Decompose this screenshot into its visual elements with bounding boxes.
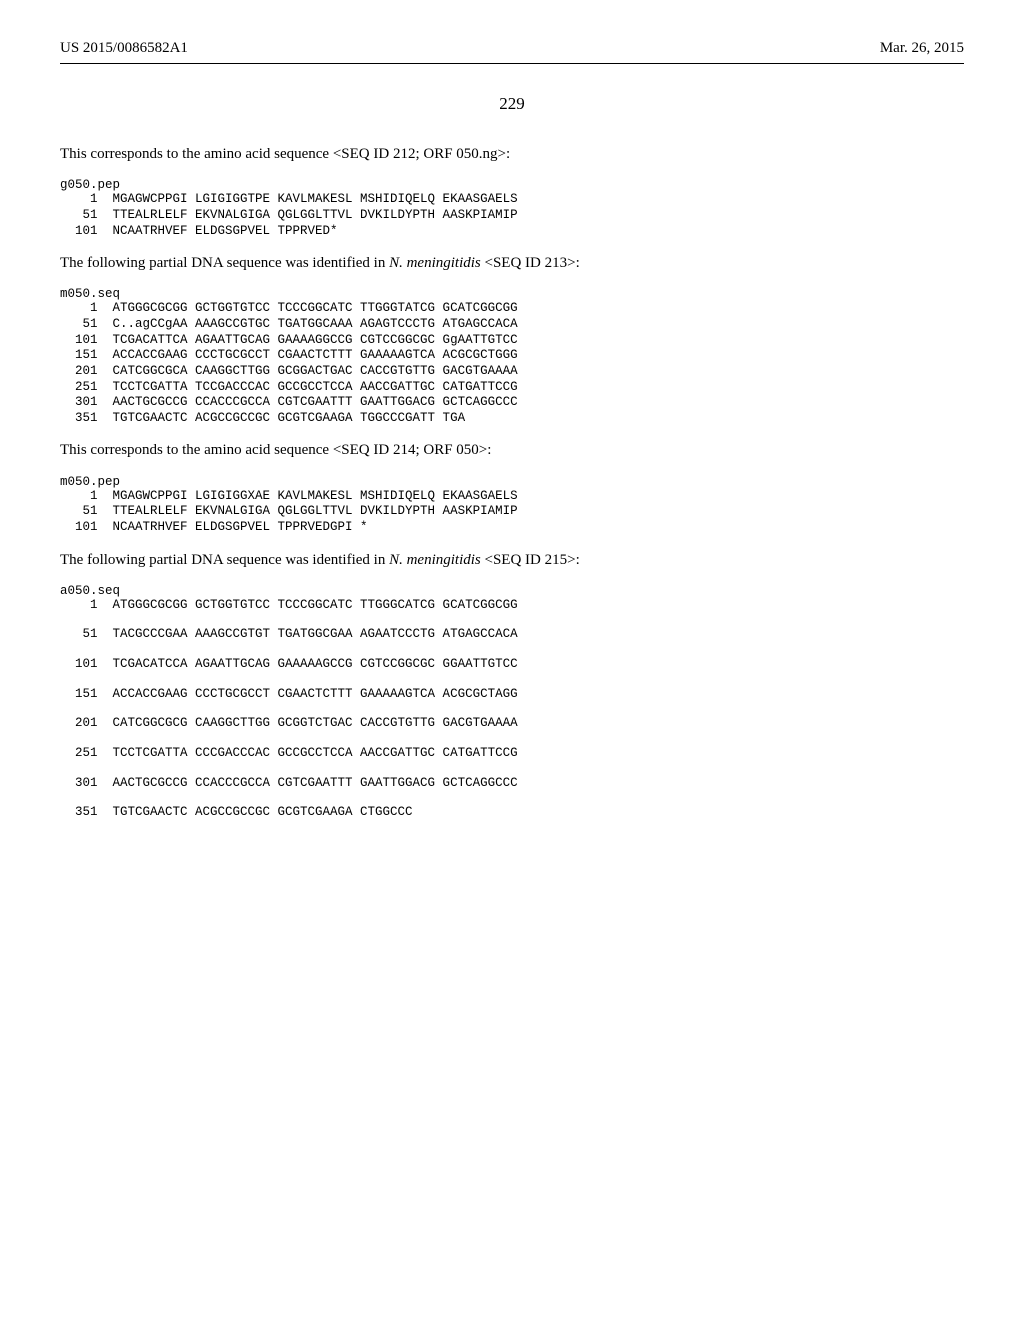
prose-paragraph: The following partial DNA sequence was i… — [60, 550, 964, 570]
prose-paragraph: This corresponds to the amino acid seque… — [60, 144, 964, 164]
page-number: 229 — [60, 94, 964, 114]
sequence-row: 1 ATGGGCGCGG GCTGGTGTCC TCCCGGCATC TTGGG… — [60, 301, 964, 317]
sequence-row: 251 TCCTCGATTA CCCGACCCAC GCCGCCTCCA AAC… — [60, 746, 964, 762]
sequence-row: 201 CATCGGCGCG CAAGGCTTGG GCGGTCTGAC CAC… — [60, 716, 964, 732]
sequence-row: 101 NCAATRHVEF ELDGSGPVEL TPPRVED* — [60, 224, 964, 240]
sequence-row: 101 TCGACATCCA AGAATTGCAG GAAAAAGCCG CGT… — [60, 657, 964, 673]
sequence-label: m050.pep — [60, 475, 964, 489]
content-area: This corresponds to the amino acid seque… — [60, 144, 964, 821]
sequence-row: 101 NCAATRHVEF ELDGSGPVEL TPPRVEDGPI * — [60, 520, 964, 536]
sequence-row: 301 AACTGCGCCG CCACCCGCCA CGTCGAATTT GAA… — [60, 776, 964, 792]
sequence-row: 51 TTEALRLELF EKVNALGIGA QGLGGLTTVL DVKI… — [60, 504, 964, 520]
sequence-label: a050.seq — [60, 584, 964, 598]
sequence-row: 351 TGTCGAACTC ACGCCGCCGC GCGTCGAAGA CTG… — [60, 805, 964, 821]
sequence-row: 51 C..agCCgAA AAAGCCGTGC TGATGGCAAA AGAG… — [60, 317, 964, 333]
sequence-row: 201 CATCGGCGCA CAAGGCTTGG GCGGACTGAC CAC… — [60, 364, 964, 380]
header-right: Mar. 26, 2015 — [880, 40, 964, 57]
prose-paragraph: This corresponds to the amino acid seque… — [60, 440, 964, 460]
sequence-row: 151 ACCACCGAAG CCCTGCGCCT CGAACTCTTT GAA… — [60, 687, 964, 703]
prose-paragraph: The following partial DNA sequence was i… — [60, 253, 964, 273]
italic-taxon: N. meningitidis — [389, 255, 481, 271]
italic-taxon: N. meningitidis — [389, 552, 481, 568]
sequence-row: 101 TCGACATTCA AGAATTGCAG GAAAAGGCCG CGT… — [60, 333, 964, 349]
sequence-row: 251 TCCTCGATTA TCCGACCCAC GCCGCCTCCA AAC… — [60, 380, 964, 396]
sequence-row: 1 MGAGWCPPGI LGIGIGGTPE KAVLMAKESL MSHID… — [60, 192, 964, 208]
sequence-row: 301 AACTGCGCCG CCACCCGCCA CGTCGAATTT GAA… — [60, 395, 964, 411]
sequence-row: 51 TTEALRLELF EKVNALGIGA QGLGGLTTVL DVKI… — [60, 208, 964, 224]
sequence-block: 1 ATGGGCGCGG GCTGGTGTCC TCCCGGCATC TTGGG… — [60, 301, 964, 426]
sequence-row: 1 ATGGGCGCGG GCTGGTGTCC TCCCGGCATC TTGGG… — [60, 598, 964, 614]
sequence-row: 351 TGTCGAACTC ACGCCGCCGC GCGTCGAAGA TGG… — [60, 411, 964, 427]
sequence-row: 51 TACGCCCGAA AAAGCCGTGT TGATGGCGAA AGAA… — [60, 627, 964, 643]
header-rule — [60, 63, 964, 64]
sequence-block: 1 ATGGGCGCGG GCTGGTGTCC TCCCGGCATC TTGGG… — [60, 598, 964, 821]
header-left: US 2015/0086582A1 — [60, 40, 188, 57]
sequence-row: 151 ACCACCGAAG CCCTGCGCCT CGAACTCTTT GAA… — [60, 348, 964, 364]
sequence-label: g050.pep — [60, 178, 964, 192]
sequence-block: 1 MGAGWCPPGI LGIGIGGTPE KAVLMAKESL MSHID… — [60, 192, 964, 239]
page-header: US 2015/0086582A1 Mar. 26, 2015 — [60, 40, 964, 57]
sequence-block: 1 MGAGWCPPGI LGIGIGGXAE KAVLMAKESL MSHID… — [60, 489, 964, 536]
sequence-row: 1 MGAGWCPPGI LGIGIGGXAE KAVLMAKESL MSHID… — [60, 489, 964, 505]
sequence-label: m050.seq — [60, 287, 964, 301]
